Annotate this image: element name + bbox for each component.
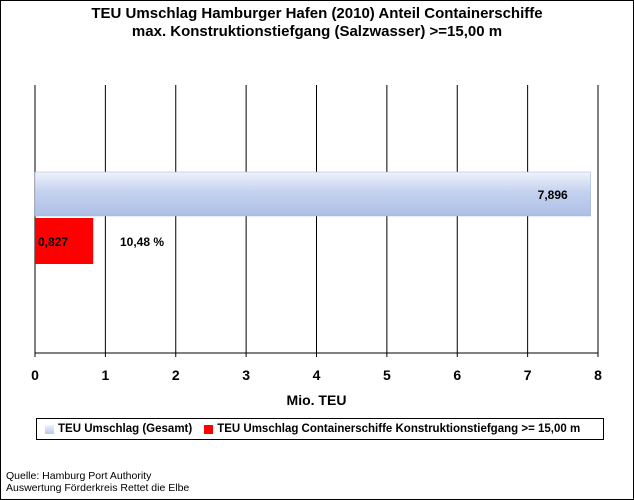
- legend-swatch-deep-draft: [204, 424, 214, 434]
- x-tick-label: 6: [453, 367, 461, 383]
- x-tick-label: 3: [242, 367, 250, 383]
- x-tick-label: 2: [172, 367, 180, 383]
- legend-item-total: TEU Umschlag (Gesamt): [45, 423, 192, 435]
- bars: [34, 171, 591, 264]
- bar-deep-draft: [35, 218, 94, 264]
- legend-swatch-total: [45, 424, 54, 434]
- title-line: TEU Umschlag Hamburger Hafen (2010) Ante…: [91, 5, 543, 22]
- percentage-annotation: 10,48 %: [120, 235, 164, 249]
- x-tick-label: 8: [594, 367, 602, 383]
- x-tick-label: 1: [101, 367, 109, 383]
- legend-item-deep-draft: TEU Umschlag Containerschiffe Konstrukti…: [204, 423, 580, 435]
- x-tick-label: 5: [383, 367, 391, 383]
- legend-label-total: TEU Umschlag (Gesamt): [58, 423, 193, 435]
- chart-title: TEU Umschlag Hamburger Hafen (2010) Ante…: [0, 5, 634, 41]
- x-tick-label: 7: [524, 367, 532, 383]
- x-axis-label: Mio. TEU: [287, 392, 347, 408]
- bar-total: [34, 171, 591, 217]
- data-labels: 7,896 0,827 10,48 %: [38, 188, 568, 249]
- x-tick-label: 4: [313, 367, 321, 383]
- legend-label-deep-draft: TEU Umschlag Containerschiffe Konstrukti…: [217, 423, 581, 435]
- x-tick-label: 0: [31, 367, 39, 383]
- source-note: Quelle: Hamburg Port Authority Auswertun…: [6, 470, 189, 494]
- gridlines: [34, 85, 599, 353]
- source-line-1: Quelle: Hamburg Port Authority: [6, 470, 152, 482]
- subtitle-line: max. Konstruktionstiefgang (Salzwasser) …: [131, 23, 503, 40]
- data-label-deep-draft: 0,827: [38, 235, 68, 249]
- data-label-total: 7,896: [538, 188, 568, 202]
- source-line-2: Auswertung Förderkreis Rettet die Elbe: [6, 482, 190, 494]
- legend: TEU Umschlag (Gesamt) TEU Umschlag Conta…: [36, 418, 604, 440]
- x-axis: 0 1 2 3 4 5 6 7 8 Mio. TEU: [31, 352, 602, 408]
